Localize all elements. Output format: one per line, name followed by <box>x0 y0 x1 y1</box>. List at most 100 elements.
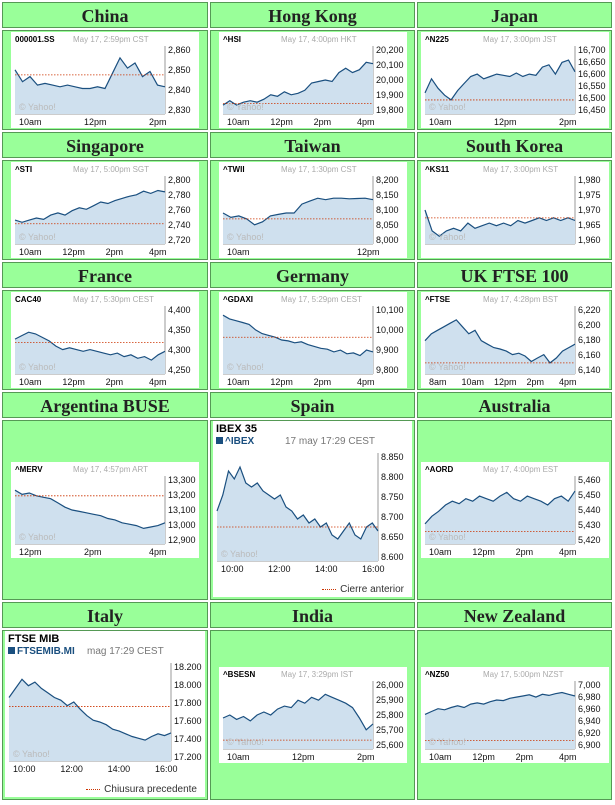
series-area <box>15 190 165 244</box>
index-symbol: ^MERV <box>15 465 43 474</box>
chart-card-new-zealand[interactable]: ^NZ50 May 17, 5:00pm NZST 7,000 6,980 6,960 6… <box>421 667 609 763</box>
y-tick-label: 1,975 <box>578 190 601 200</box>
y-tick-label: 6,220 <box>578 305 601 315</box>
market-title-france[interactable]: France <box>2 262 208 288</box>
market-title-hong-kong[interactable]: Hong Kong <box>210 2 415 28</box>
series-line <box>8 678 172 741</box>
y-tick-label: 25,700 <box>376 725 404 735</box>
chart-card-india[interactable]: ^BSESN May 17, 3:29pm IST 26,000 25,900 25,8… <box>219 667 407 763</box>
chart-card-singapore[interactable]: ^STI May 17, 5:00pm SGT 2,800 2,780 2,760 2,7… <box>11 162 199 258</box>
y-tick-label: 1,965 <box>578 220 601 230</box>
series-line <box>14 331 166 361</box>
y-tick-label: 6,920 <box>578 728 601 738</box>
x-tick-label: 2pm <box>516 547 534 557</box>
series-line <box>222 693 374 731</box>
x-tick-label: 12pm <box>494 117 517 127</box>
market-title-china[interactable]: China <box>2 2 208 28</box>
x-tick-label: 12pm <box>19 547 42 557</box>
y-tick-label: 2,800 <box>168 175 191 185</box>
index-symbol: ^AORD <box>425 465 454 474</box>
series-area <box>223 198 373 244</box>
chart-card-china[interactable]: 000001.SS May 17, 2:59pm CST 2,860 2,850 2,8… <box>11 32 199 128</box>
y-tick-label: 25,600 <box>376 740 404 750</box>
x-tick-label: 12pm <box>270 377 293 387</box>
chart-card-spain[interactable]: IBEX 35 ^IBEX 17 may 17:29 CEST Cierre ante… <box>213 421 412 597</box>
y-tick-label: 8,000 <box>376 235 399 245</box>
y-tick-label: 17.800 <box>174 698 202 708</box>
chart-card-taiwan[interactable]: ^TWII May 17, 1:30pm CST 8,200 8,150 8,100 8,… <box>219 162 407 258</box>
y-tick-label: 20,000 <box>376 75 404 85</box>
y-tick-label: 13,300 <box>168 475 196 485</box>
index-chart: 5,460 5,450 5,440 5,430 5,420 10am 12pm 2pm 4pm ©… <box>424 475 601 557</box>
yahoo-credit: © Yahoo! <box>227 102 264 112</box>
chart-card-italy[interactable]: FTSE MIB FTSEMIB.MI mag 17:29 CEST Chiusura… <box>5 631 205 797</box>
x-tick-label: 10:00 <box>13 764 36 774</box>
x-tick-label: 12pm <box>62 247 85 257</box>
chart-card-france[interactable]: CAC40 May 17, 5:30pm CEST 4,400 4,350 4,300 4… <box>11 292 199 388</box>
y-tick-label: 8,050 <box>376 220 399 230</box>
x-tick-label: 2pm <box>106 377 124 387</box>
index-chart: 2,860 2,850 2,840 2,830 10am 12pm 2pm © Yahoo! <box>14 45 191 127</box>
y-tick-label: 16,450 <box>578 105 606 115</box>
chart-card-japan[interactable]: ^N225 May 17, 3:00pm JST 16,700 16,650 16,60… <box>421 32 609 128</box>
index-chart: 26,000 25,900 25,800 25,700 25,600 10am 12pm 2p… <box>222 680 404 762</box>
y-tick-label: 6,900 <box>578 740 601 750</box>
x-tick-label: 4pm <box>357 377 375 387</box>
y-tick-label: 6,980 <box>578 692 601 702</box>
market-title-argentina-buse[interactable]: Argentina BUSE <box>2 392 208 418</box>
legend-previous-close: Cierre anterior <box>322 584 404 595</box>
y-tick-label: 26,000 <box>376 680 404 690</box>
legend-line-swatch <box>322 588 337 590</box>
index-date: May 17, 5:00pm SGT <box>73 165 150 174</box>
y-tick-label: 5,420 <box>578 535 601 545</box>
y-tick-label: 2,780 <box>168 190 191 200</box>
yahoo-credit: © Yahoo! <box>221 549 258 559</box>
y-tick-label: 8,200 <box>376 175 399 185</box>
market-title-india[interactable]: India <box>210 602 415 628</box>
market-title-south-korea[interactable]: South Korea <box>417 132 612 158</box>
x-tick-label: 10:00 <box>221 564 244 574</box>
y-tick-label: 4,400 <box>168 305 191 315</box>
index-symbol: ^NZ50 <box>425 670 450 679</box>
series-line <box>424 691 576 715</box>
market-title-uk-ftse-100[interactable]: UK FTSE 100 <box>417 262 612 288</box>
chart-card-germany[interactable]: ^GDAXI May 17, 5:29pm CEST 10,100 10,000 9,9… <box>219 292 407 388</box>
yahoo-credit: © Yahoo! <box>19 232 56 242</box>
market-title-japan[interactable]: Japan <box>417 2 612 28</box>
market-title-taiwan[interactable]: Taiwan <box>210 132 415 158</box>
y-tick-label: 8,100 <box>376 205 399 215</box>
series-area <box>425 491 575 544</box>
y-tick-label: 13,000 <box>168 520 196 530</box>
chart-card-uk-ftse-100[interactable]: ^FTSE May 17, 4:28pm BST 6,220 6,200 6,180 6,… <box>421 292 609 388</box>
market-title-italy[interactable]: Italy <box>2 602 208 628</box>
market-title-new-zealand[interactable]: New Zealand <box>417 602 612 628</box>
y-tick-label: 13,200 <box>168 490 196 500</box>
x-tick-label: 12pm <box>292 752 315 762</box>
index-symbol: ^N225 <box>425 35 449 44</box>
y-tick-label: 25,800 <box>376 710 404 720</box>
chart-card-south-korea[interactable]: ^KS11 May 17, 3:00pm KST 1,980 1,975 1,970 1,… <box>421 162 609 258</box>
chart-card-argentina-buse[interactable]: ^MERV May 17, 4:57pm ART 13,300 13,200 13,10… <box>11 462 199 558</box>
y-tick-label: 18.200 <box>174 662 202 672</box>
index-date: May 17, 3:00pm JST <box>483 35 557 44</box>
market-title-australia[interactable]: Australia <box>417 392 612 418</box>
x-tick-label: 2pm <box>314 377 332 387</box>
x-tick-label: 2pm <box>527 377 545 387</box>
y-tick-label: 6,140 <box>578 365 601 375</box>
chart-card-australia[interactable]: ^AORD May 17, 4:00pm EST 5,460 5,450 5,440 5,… <box>421 462 609 558</box>
chart-card-hong-kong[interactable]: ^HSI May 17, 4:00pm HKT 20,200 20,100 20,000… <box>219 32 407 128</box>
x-tick-label: 2pm <box>559 117 577 127</box>
y-tick-label: 17.600 <box>174 716 202 726</box>
x-tick-label: 12:00 <box>268 564 291 574</box>
market-title-singapore[interactable]: Singapore <box>2 132 208 158</box>
index-chart: 8,200 8,150 8,100 8,050 8,000 10am 12pm © Yahoo… <box>222 175 399 257</box>
index-date: 17 may 17:29 CEST <box>285 436 376 447</box>
yahoo-credit: © Yahoo! <box>429 232 466 242</box>
y-tick-label: 25,900 <box>376 695 404 705</box>
y-tick-label: 9,800 <box>376 365 399 375</box>
y-tick-label: 16,550 <box>578 81 606 91</box>
market-title-germany[interactable]: Germany <box>210 262 415 288</box>
market-title-spain[interactable]: Spain <box>210 392 415 418</box>
x-tick-label: 10am <box>227 377 250 387</box>
y-tick-label: 5,430 <box>578 520 601 530</box>
